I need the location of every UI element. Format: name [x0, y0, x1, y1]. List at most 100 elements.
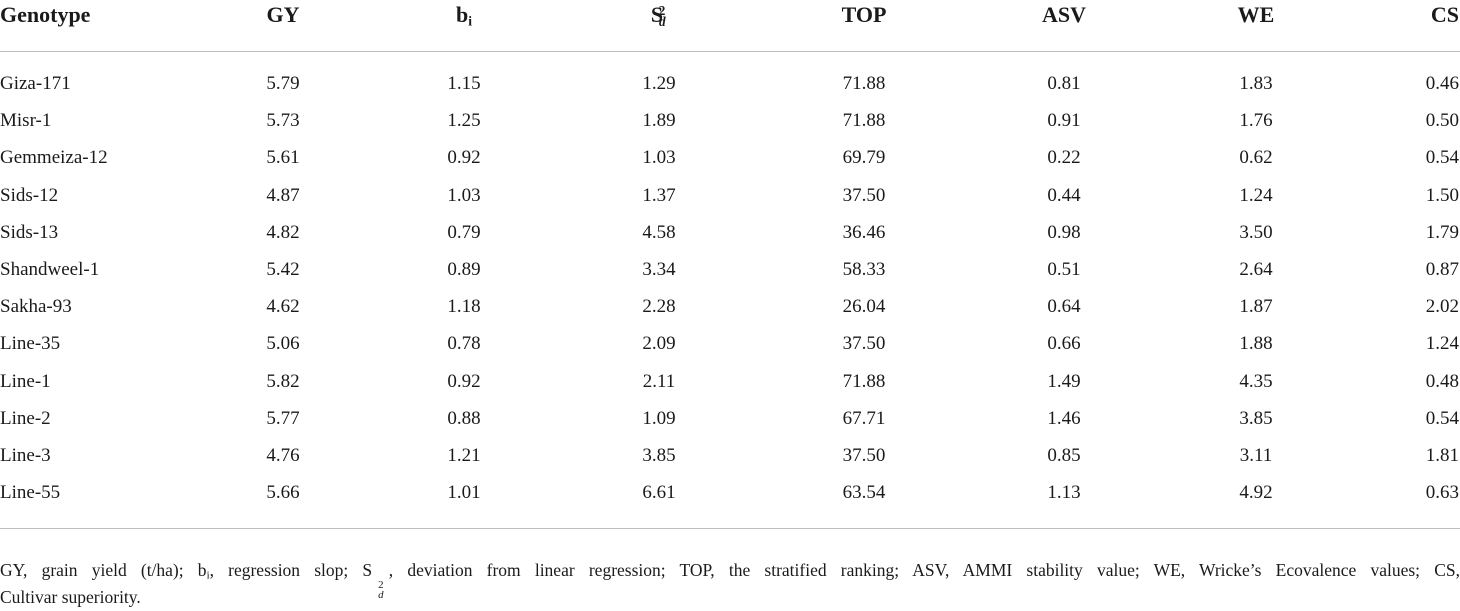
cell-cs: 0.46 — [1425, 73, 1459, 94]
cell-bi: 0.79 — [447, 221, 481, 243]
cell-asv: 0.81 — [1047, 73, 1081, 94]
cell-bi: 1.03 — [447, 184, 481, 206]
cell-cs: 0.50 — [1425, 110, 1459, 132]
header-bi: bi — [456, 0, 472, 30]
cell-we: 3.11 — [1239, 445, 1273, 466]
header-bi-subscript: i — [468, 13, 473, 29]
cell-genotype: Sids-12 — [0, 184, 59, 206]
cell-sd2: 3.85 — [642, 445, 676, 466]
table-row: Line-2 5.77 0.88 1.09 67.71 1.46 3.85 0.54 — [0, 400, 1460, 437]
cell-sd2: 1.03 — [642, 147, 676, 169]
cell-bi: 1.01 — [447, 482, 481, 504]
cell-top: 71.88 — [842, 110, 886, 132]
header-rule — [0, 51, 1460, 52]
header-cs: CS — [1430, 2, 1459, 27]
cell-cs: 0.54 — [1425, 407, 1459, 429]
cell-genotype: Misr-1 — [0, 110, 52, 132]
footnote-line-1: GY, grain yield (t/ha); bi, regression s… — [0, 557, 1460, 601]
cell-we: 4.35 — [1239, 370, 1273, 392]
cell-asv: 1.46 — [1047, 407, 1081, 429]
cell-gy: 5.66 — [266, 482, 300, 504]
cell-asv: 0.66 — [1047, 333, 1081, 355]
cell-top: 58.33 — [842, 259, 886, 280]
cell-gy: 5.42 — [266, 259, 300, 280]
cell-top: 37.50 — [842, 445, 886, 466]
header-sd2-subscript: d — [659, 14, 666, 30]
table-row: Sids-13 4.82 0.79 4.58 36.46 0.98 3.50 1.79 — [0, 214, 1460, 251]
cell-bi: 0.88 — [447, 407, 481, 429]
footnote-part-1: GY, grain yield (t/ha); b — [0, 560, 207, 580]
cell-asv: 0.91 — [1047, 110, 1081, 132]
footnote-line-2: Cultivar superiority. — [0, 587, 141, 607]
cell-top: 71.88 — [842, 73, 886, 94]
cell-bi: 0.92 — [447, 370, 481, 392]
cell-gy: 4.82 — [266, 221, 300, 243]
cell-asv: 0.44 — [1047, 184, 1081, 206]
header-asv: ASV — [1041, 2, 1087, 27]
cell-cs: 1.24 — [1425, 333, 1459, 355]
cell-sd2: 1.29 — [642, 73, 676, 94]
cell-sd2: 1.37 — [642, 184, 676, 206]
cell-sd2: 1.89 — [642, 110, 676, 132]
cell-bi: 0.78 — [447, 333, 481, 355]
cell-top: 37.50 — [842, 184, 886, 206]
header-bi-base: b — [455, 2, 469, 27]
cell-we: 1.76 — [1239, 110, 1273, 132]
cell-top: 63.54 — [842, 482, 886, 504]
cell-genotype: Gemmeiza-12 — [0, 147, 108, 169]
cell-top: 69.79 — [842, 147, 886, 169]
cell-top: 26.04 — [842, 296, 886, 318]
table-row: Sids-12 4.87 1.03 1.37 37.50 0.44 1.24 1.50 — [0, 177, 1460, 214]
table-row: Misr-1 5.73 1.25 1.89 71.88 0.91 1.76 0.50 — [0, 102, 1460, 139]
table-row: Giza-171 5.79 1.15 1.29 71.88 0.81 1.83 0.46 — [0, 65, 1460, 102]
table-row: Gemmeiza-12 5.61 0.92 1.03 69.79 0.22 0.62 0.54 — [0, 139, 1460, 176]
header-top: TOP — [841, 2, 887, 27]
footnote-sd2-superscript: 2 — [378, 579, 384, 592]
cell-we: 4.92 — [1239, 482, 1273, 504]
cell-gy: 5.06 — [266, 333, 300, 355]
cell-bi: 1.15 — [447, 73, 481, 94]
footer-rule — [0, 528, 1460, 529]
cell-sd2: 2.09 — [642, 333, 676, 355]
cell-sd2: 1.09 — [642, 407, 676, 429]
cell-gy: 4.62 — [266, 296, 300, 318]
header-genotype: Genotype — [0, 2, 91, 27]
cell-we: 3.50 — [1239, 221, 1273, 243]
cell-we: 1.24 — [1239, 184, 1273, 206]
table-row: Line-35 5.06 0.78 2.09 37.50 0.66 1.88 1.24 — [0, 325, 1460, 362]
cell-top: 36.46 — [842, 221, 886, 243]
cell-genotype: Line-1 — [0, 370, 51, 392]
cell-asv: 0.22 — [1047, 147, 1081, 169]
footnote-bi-subscript: i — [206, 569, 210, 582]
cell-cs: 0.63 — [1425, 482, 1459, 504]
header-gy: GY — [266, 2, 300, 27]
table-row: Shandweel-1 5.42 0.89 3.34 58.33 0.51 2.64 0.87 — [0, 251, 1460, 288]
cell-bi: 1.18 — [447, 296, 481, 318]
cell-gy: 5.61 — [266, 147, 300, 169]
cell-top: 37.50 — [842, 333, 886, 355]
cell-bi: 1.25 — [447, 110, 481, 132]
cell-bi: 0.89 — [447, 259, 481, 280]
cell-we: 2.64 — [1239, 259, 1273, 280]
cell-asv: 0.64 — [1047, 296, 1081, 318]
cell-bi: 1.21 — [447, 445, 481, 466]
cell-genotype: Sids-13 — [0, 221, 59, 243]
footnote-part-2: , regression slop; S — [209, 560, 373, 580]
cell-gy: 4.87 — [266, 184, 300, 206]
cell-gy: 4.76 — [266, 445, 300, 466]
cell-genotype: Giza-171 — [0, 73, 71, 94]
cell-asv: 0.85 — [1047, 445, 1081, 466]
cell-sd2: 2.28 — [642, 296, 676, 318]
cell-we: 0.62 — [1239, 147, 1273, 169]
table-row: Line-1 5.82 0.92 2.11 71.88 1.49 4.35 0.48 — [0, 363, 1460, 400]
cell-genotype: Line-2 — [0, 407, 51, 429]
header-sd2-superscript: 2 — [658, 2, 666, 18]
footnote-part-3: , deviation from linear regression; TOP,… — [388, 560, 1460, 580]
cell-genotype: Sakha-93 — [0, 296, 72, 318]
cell-sd2: 6.61 — [642, 482, 676, 504]
cell-genotype: Line-3 — [0, 445, 51, 466]
cell-we: 3.85 — [1239, 407, 1273, 429]
